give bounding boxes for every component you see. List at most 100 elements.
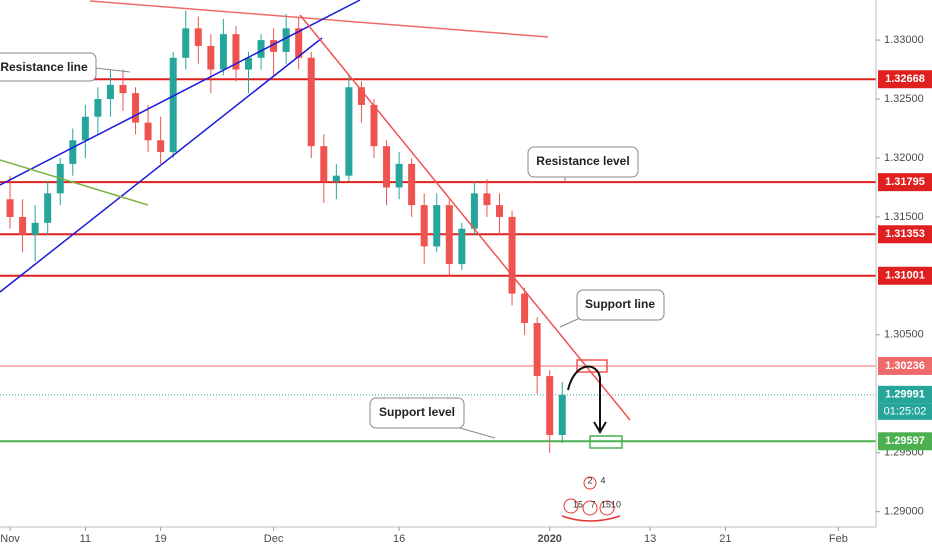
- countdown: 01:25:02: [884, 406, 927, 418]
- candle-body: [44, 193, 52, 223]
- y-tick-label: 1.31500: [884, 211, 924, 223]
- price-label-bg: [878, 225, 932, 244]
- event-count: 15: [601, 499, 611, 509]
- candle-body: [408, 163, 416, 206]
- x-tick-label: Nov: [0, 533, 20, 545]
- event-count: 15: [573, 499, 583, 509]
- y-tick-label: 1.30500: [884, 329, 924, 341]
- channel-upper: [0, 0, 361, 186]
- event-icon: [599, 500, 615, 516]
- drawings: [0, 0, 631, 449]
- x-tick-label: 19: [155, 533, 167, 545]
- event-icon: [582, 500, 598, 516]
- callout-pointer: [94, 67, 131, 73]
- candle-body: [157, 140, 165, 153]
- x-tick-label: Feb: [829, 533, 848, 545]
- event-count: 7: [590, 499, 595, 509]
- price-label: 1.31795: [885, 176, 925, 188]
- x-tick-label: 16: [393, 533, 405, 545]
- x-tick-label: 11: [80, 533, 91, 545]
- green-trend: [0, 159, 149, 206]
- candle-body: [357, 87, 365, 105]
- candle-body: [19, 216, 27, 235]
- x-tick-label: 21: [719, 533, 731, 545]
- candle-body: [332, 175, 340, 182]
- candle-body: [295, 28, 303, 58]
- candle-body: [144, 122, 152, 141]
- countdown-bg: [878, 403, 932, 420]
- callout-text: Support level: [379, 405, 455, 419]
- candle-body: [458, 228, 466, 265]
- channel-lower: [0, 37, 323, 293]
- candle-body: [169, 57, 177, 153]
- callout-text: Resistance level: [536, 154, 629, 168]
- plot-area: [0, 10, 876, 453]
- arrow-head: [593, 421, 607, 434]
- candle-body: [370, 104, 378, 147]
- candle-body: [533, 323, 541, 377]
- callout-box: [576, 289, 665, 321]
- target-box: [576, 359, 608, 373]
- y-tick-label: 1.29000: [884, 506, 924, 518]
- callout-box: [0, 52, 97, 82]
- candle-body: [257, 40, 265, 58]
- candle-body: [470, 193, 478, 229]
- candle-body: [232, 34, 240, 70]
- candle-body: [132, 93, 140, 123]
- forecast-arrow: [567, 365, 601, 430]
- candle-body: [445, 205, 453, 265]
- target-box: [589, 435, 623, 449]
- event-icons: [561, 476, 621, 522]
- candle-body: [558, 394, 566, 436]
- callout-text: Resistance line: [0, 60, 88, 74]
- y-tick-label: 1.33000: [884, 34, 924, 46]
- callouts: Resistance line Resistance level Support…: [0, 52, 665, 439]
- candle-body: [106, 84, 114, 100]
- candle-body: [521, 293, 529, 324]
- candle-body: [495, 205, 503, 217]
- candle-body: [81, 116, 89, 141]
- candle-body: [31, 222, 39, 235]
- price-label: 1.31353: [885, 228, 925, 240]
- candle-body: [69, 140, 77, 164]
- y-tick-label: 1.32000: [884, 152, 924, 164]
- candle-body: [219, 34, 227, 70]
- callout-text: Support line: [585, 297, 655, 311]
- candle-body: [395, 163, 403, 188]
- candle-body: [270, 40, 278, 52]
- event-count: 2: [587, 475, 592, 485]
- price-label: 1.32668: [885, 73, 925, 85]
- support-line: [299, 14, 631, 421]
- x-tick-label: Dec: [264, 533, 284, 545]
- y-tick-label: 1.32500: [884, 93, 924, 105]
- candle-body: [94, 99, 102, 117]
- callout-box: [527, 146, 639, 178]
- candle-body: [383, 146, 391, 188]
- price-label-bg: [878, 266, 932, 285]
- price-label-bg: [878, 173, 932, 192]
- price-label: 1.29991: [885, 389, 925, 401]
- candle-body: [320, 146, 328, 182]
- candle-body: [244, 57, 252, 70]
- candle-body: [420, 205, 428, 247]
- x-tick-label: 13: [644, 533, 656, 545]
- callout-box: [369, 397, 465, 429]
- candle-body: [546, 376, 554, 436]
- candle-body: [119, 84, 127, 94]
- time-axis: [0, 527, 932, 550]
- event-icon: [583, 476, 597, 490]
- event-count: 10: [611, 499, 621, 509]
- price-label: 1.30236: [885, 360, 925, 372]
- candle-body: [433, 205, 441, 247]
- candle-body: [182, 28, 190, 58]
- callout-pointer: [559, 317, 581, 328]
- candle-body: [282, 28, 290, 52]
- candle-body: [6, 199, 14, 217]
- price-label-bg: [878, 356, 932, 375]
- price-label: 1.29597: [885, 435, 925, 447]
- callout-pointer: [459, 427, 496, 439]
- candle-body: [483, 193, 491, 206]
- candle-body: [307, 57, 315, 147]
- candle-body: [345, 87, 353, 176]
